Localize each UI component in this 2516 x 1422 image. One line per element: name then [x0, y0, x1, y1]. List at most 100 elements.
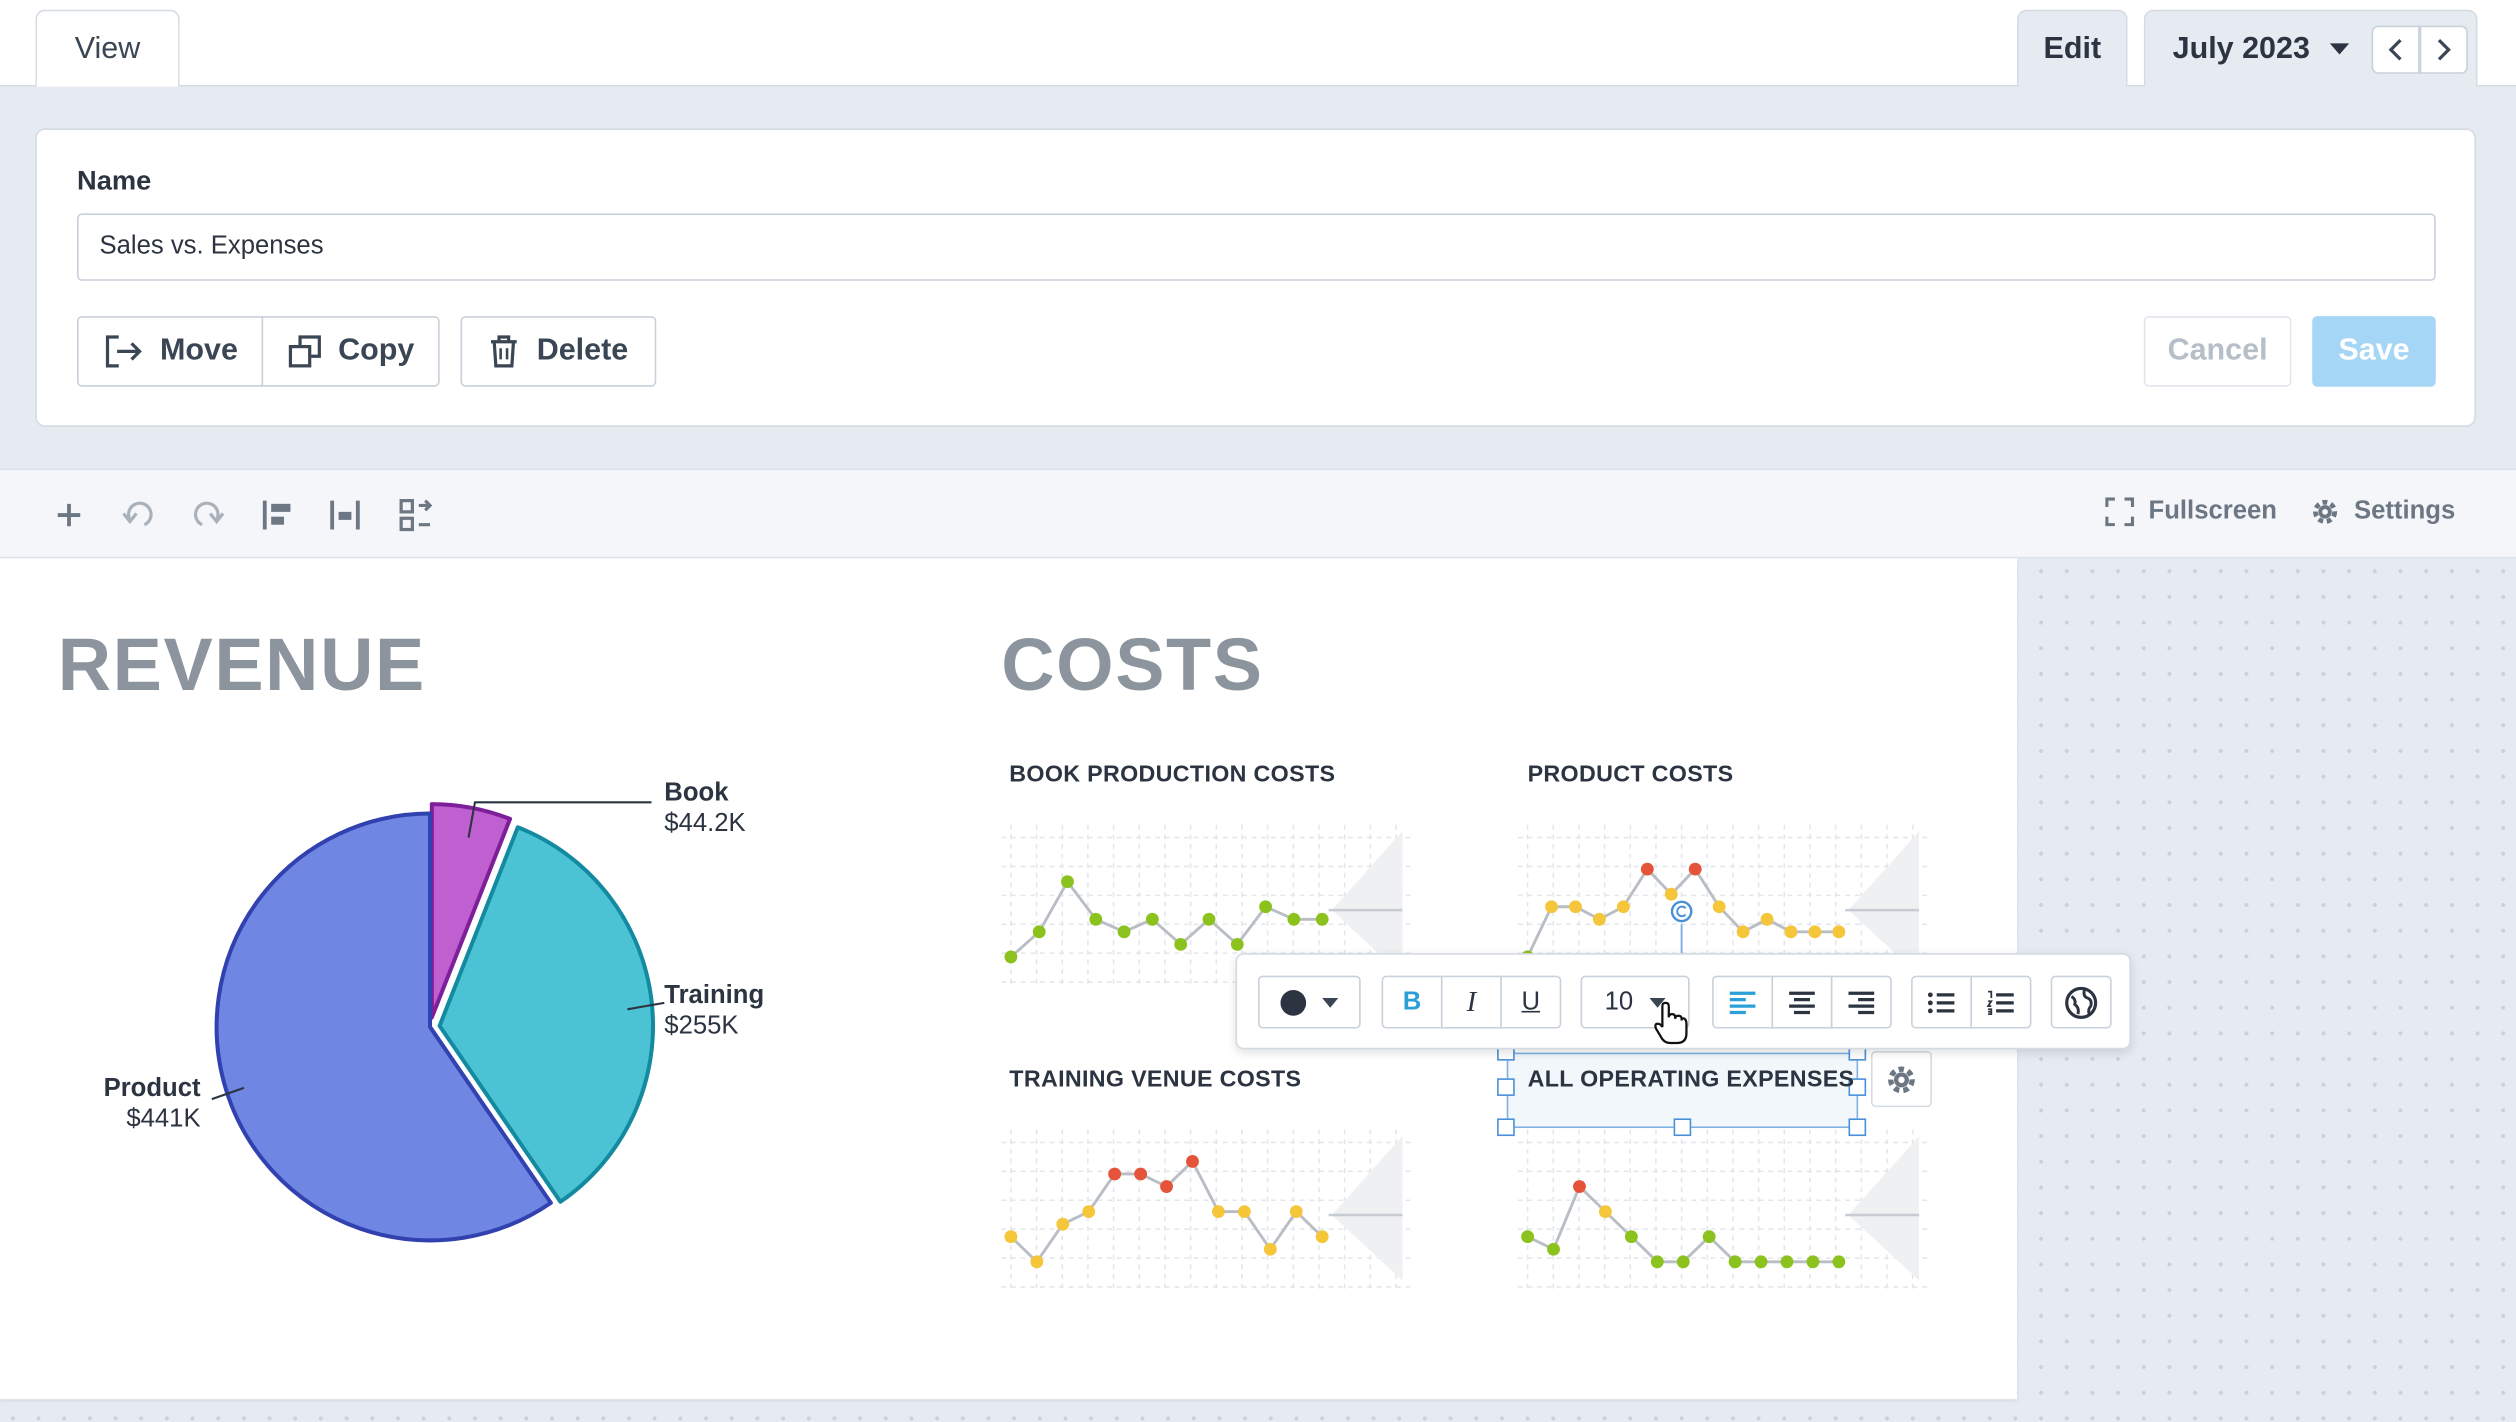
underline-button[interactable]: U — [1500, 975, 1562, 1029]
data-point[interactable] — [1736, 925, 1750, 939]
gear-icon — [2313, 499, 2338, 524]
add-button[interactable] — [50, 496, 89, 535]
resize-handle-bottom-right[interactable] — [1848, 1118, 1867, 1137]
copy-button[interactable]: Copy — [261, 316, 440, 387]
data-point[interactable] — [1263, 1242, 1277, 1256]
data-point[interactable] — [1174, 937, 1188, 951]
save-button[interactable]: Save — [2312, 316, 2436, 387]
data-point[interactable] — [1315, 1230, 1329, 1244]
cancel-button[interactable]: Cancel — [2143, 316, 2292, 387]
name-field[interactable]: Sales vs. Expenses — [77, 213, 2436, 281]
data-point[interactable] — [1728, 1255, 1742, 1269]
data-point[interactable] — [1212, 1205, 1225, 1219]
data-point[interactable] — [1230, 937, 1244, 951]
data-point[interactable] — [1289, 1205, 1303, 1219]
data-point[interactable] — [1117, 925, 1131, 939]
italic-button[interactable]: I — [1440, 975, 1502, 1029]
data-point[interactable] — [1569, 900, 1582, 914]
align-center-text-button[interactable] — [1771, 975, 1833, 1029]
data-point[interactable] — [1032, 925, 1046, 939]
align-left-text-button[interactable] — [1712, 975, 1774, 1029]
data-point[interactable] — [1664, 887, 1678, 901]
copy-label: Copy — [338, 333, 415, 368]
bullet-list-button[interactable] — [1911, 975, 1973, 1029]
data-point[interactable] — [1089, 912, 1103, 926]
data-point[interactable] — [1760, 912, 1774, 926]
delete-button[interactable]: Delete — [460, 316, 657, 387]
link-button[interactable] — [2050, 975, 2112, 1029]
redo-button[interactable] — [188, 496, 227, 535]
resize-handle-left[interactable] — [1497, 1078, 1515, 1096]
data-point[interactable] — [1624, 1230, 1638, 1244]
resize-handle-right[interactable] — [1848, 1078, 1867, 1096]
data-point[interactable] — [1082, 1205, 1096, 1219]
tab-edit[interactable]: Edit — [2016, 9, 2128, 87]
data-point[interactable] — [1315, 912, 1329, 926]
edit-panel: Name Sales vs. Expenses Move Copy Delete… — [35, 128, 2476, 427]
data-point[interactable] — [1832, 925, 1846, 939]
data-point[interactable] — [1598, 1205, 1612, 1219]
arrange-button[interactable] — [396, 496, 435, 535]
bold-button[interactable]: B — [1381, 975, 1443, 1029]
data-point[interactable] — [1134, 1167, 1148, 1181]
sparkline-operating-expenses[interactable] — [1517, 1123, 1929, 1300]
data-point[interactable] — [1640, 862, 1654, 876]
tab-view[interactable]: View — [35, 9, 180, 87]
data-point[interactable] — [1676, 1255, 1690, 1269]
element-settings-button[interactable] — [1870, 1051, 1932, 1108]
distribute-button[interactable] — [326, 496, 365, 535]
data-point[interactable] — [1616, 900, 1630, 914]
data-point[interactable] — [1808, 925, 1822, 939]
pie-slice-product[interactable] — [214, 811, 553, 1243]
data-point[interactable] — [1160, 1180, 1173, 1193]
spark-title-operating-expenses[interactable]: ALL OPERATING EXPENSES — [1527, 1067, 1855, 1093]
move-label: Move — [159, 333, 238, 368]
data-point[interactable] — [1702, 1230, 1716, 1244]
data-point[interactable] — [1784, 925, 1798, 939]
data-point[interactable] — [1521, 1230, 1534, 1244]
pie-slice-book[interactable] — [429, 802, 513, 1020]
data-point[interactable] — [1573, 1180, 1586, 1193]
data-point[interactable] — [1061, 875, 1074, 889]
data-point[interactable] — [1712, 900, 1726, 914]
data-point[interactable] — [1754, 1255, 1768, 1269]
data-point[interactable] — [1145, 912, 1159, 926]
align-left-button[interactable] — [258, 496, 297, 535]
data-point[interactable] — [1259, 900, 1273, 914]
data-point[interactable] — [1004, 1230, 1018, 1244]
data-point[interactable] — [1202, 912, 1216, 926]
resize-handle-bottom[interactable] — [1673, 1118, 1692, 1137]
pie-label-training: Training $255K — [664, 980, 764, 1041]
resize-handle-bottom-left[interactable] — [1497, 1118, 1515, 1137]
numbered-list-button[interactable] — [1970, 975, 2032, 1029]
data-point[interactable] — [1056, 1217, 1070, 1231]
data-point[interactable] — [1547, 1242, 1560, 1256]
data-point[interactable] — [1004, 950, 1018, 964]
data-point[interactable] — [1030, 1255, 1044, 1269]
data-point[interactable] — [1780, 1255, 1794, 1269]
move-button[interactable]: Move — [77, 316, 264, 387]
revenue-pie-chart[interactable] — [160, 770, 706, 1283]
text-color-picker[interactable] — [1258, 975, 1361, 1029]
align-right-text-button[interactable] — [1830, 975, 1892, 1029]
data-point[interactable] — [1108, 1167, 1122, 1181]
data-point[interactable] — [1592, 912, 1606, 926]
data-point[interactable] — [1545, 900, 1558, 914]
next-period-button[interactable] — [2419, 25, 2468, 74]
data-point[interactable] — [1806, 1255, 1820, 1269]
data-point[interactable] — [1186, 1155, 1199, 1168]
data-point[interactable] — [1832, 1255, 1846, 1269]
sparkline-book-production[interactable] — [1001, 818, 1413, 995]
data-point[interactable] — [1287, 912, 1301, 926]
data-point[interactable] — [1688, 862, 1702, 876]
undo-button[interactable] — [120, 496, 159, 535]
settings-button[interactable]: Settings — [2311, 497, 2455, 526]
sparkline-training-venue[interactable] — [1001, 1123, 1413, 1300]
fullscreen-button[interactable]: Fullscreen — [2105, 497, 2277, 527]
forecast-area — [1331, 831, 1403, 976]
previous-period-button[interactable] — [2371, 25, 2420, 74]
data-point[interactable] — [1237, 1205, 1251, 1219]
pie-slice-training[interactable] — [437, 825, 656, 1204]
period-selector[interactable]: July 2023 — [2143, 9, 2478, 87]
data-point[interactable] — [1650, 1255, 1664, 1269]
